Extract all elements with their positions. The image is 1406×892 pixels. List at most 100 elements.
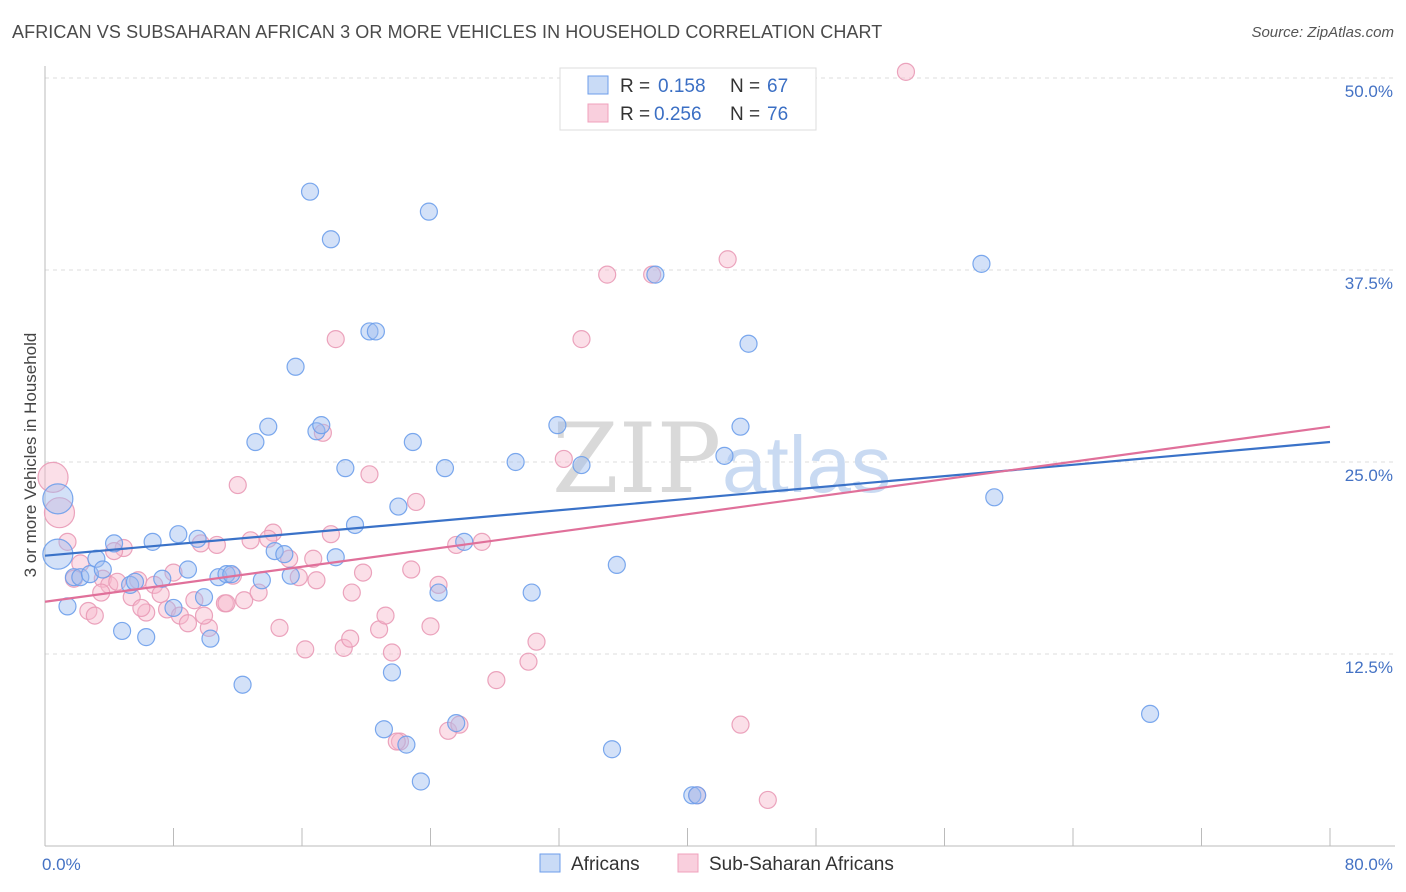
data-point (307, 422, 326, 441)
correlation-legend: R = 0.158 N = 67 R = 0.256 N = 76 (559, 67, 817, 131)
data-point (435, 459, 455, 478)
data-point (739, 334, 758, 353)
data-point (731, 417, 750, 436)
y-tick-label: 37.5% (1345, 274, 1393, 293)
legend-r-value: 0.256 (654, 104, 702, 125)
legend-n-value: 67 (767, 76, 788, 97)
data-point (366, 322, 385, 341)
data-point (241, 531, 260, 550)
bottom-legend-swatch-sub-saharan (677, 853, 699, 873)
data-point (421, 617, 440, 636)
legend-n-label: N = (730, 76, 760, 97)
data-point (419, 202, 438, 221)
y-tick-label: 25.0% (1345, 466, 1393, 485)
data-point (321, 525, 341, 544)
data-point (527, 632, 546, 651)
data-point (342, 583, 361, 602)
y-tick-label: 50.0% (1345, 82, 1393, 101)
chart-title: AFRICAN VS SUBSAHARAN AFRICAN 3 OR MORE … (12, 22, 883, 42)
legend-n-value: 76 (767, 104, 788, 125)
data-point (522, 583, 541, 602)
data-point (607, 555, 626, 575)
data-point (178, 614, 198, 633)
data-point (300, 182, 320, 201)
data-point (718, 250, 737, 269)
data-point (137, 628, 156, 647)
data-point (715, 446, 734, 465)
data-point (235, 591, 254, 610)
data-point (382, 643, 402, 662)
axes (44, 66, 1395, 847)
watermark-atlas: atlas (722, 420, 891, 509)
data-point (397, 735, 416, 754)
data-point (252, 571, 271, 590)
data-point (519, 652, 538, 671)
data-point (429, 583, 448, 602)
y-axis-label: 3 or more Vehicles in Household (21, 333, 40, 578)
data-point (447, 714, 466, 733)
data-point (164, 563, 183, 582)
data-point (42, 483, 74, 515)
data-point (188, 529, 207, 548)
data-point (194, 606, 214, 625)
data-point (455, 532, 474, 551)
x-tick-label: 0.0% (42, 855, 81, 874)
data-point (228, 475, 247, 495)
data-point (506, 452, 525, 472)
data-point (281, 566, 300, 585)
legend-r-value: 0.158 (658, 76, 706, 97)
data-point (112, 621, 132, 641)
y-tick-labels: 12.5% 25.0% 37.5% 50.0% (1345, 82, 1393, 677)
data-point (307, 571, 326, 590)
data-point (572, 330, 591, 349)
data-point (85, 606, 104, 625)
trend-line-sub-saharan (44, 425, 1331, 603)
data-point (164, 598, 183, 618)
data-point (602, 740, 622, 759)
data-point (406, 492, 426, 512)
data-point (896, 62, 916, 81)
data-point (104, 534, 124, 553)
grid-lines (45, 77, 1395, 655)
data-point (360, 322, 379, 341)
data-point (345, 515, 365, 535)
data-point (688, 786, 707, 805)
data-point (296, 640, 315, 659)
data-point (554, 449, 573, 469)
data-point (259, 417, 278, 436)
legend-swatch-sub-saharan (587, 103, 609, 123)
data-point (37, 461, 69, 493)
x-tick-label: 80.0% (1345, 855, 1393, 874)
data-point (353, 563, 373, 582)
bottom-legend-africans: Africans (571, 854, 640, 875)
data-point (389, 497, 408, 516)
data-point (217, 594, 236, 613)
data-point (341, 629, 360, 648)
data-point (360, 465, 379, 484)
legend-n-label: N = (730, 104, 760, 125)
bottom-legend-swatch-africans (539, 853, 561, 873)
data-point (93, 560, 112, 579)
data-point (201, 629, 220, 648)
bottom-legend-sub-saharan: Sub-Saharan Africans (709, 854, 894, 875)
data-point (334, 638, 353, 657)
legend-swatch-africans (587, 75, 609, 95)
data-point (548, 416, 567, 435)
data-point (79, 601, 98, 621)
data-point (312, 416, 331, 435)
data-point (43, 497, 76, 529)
data-point (58, 532, 77, 551)
data-point (1140, 704, 1160, 724)
data-point (731, 715, 750, 734)
data-point (313, 423, 332, 442)
data-point (194, 588, 214, 607)
data-point (321, 230, 341, 249)
watermark-zip: ZIP (552, 403, 721, 515)
data-point (376, 606, 395, 625)
data-point (972, 254, 991, 273)
source-label: Source: ZipAtlas.com (1251, 24, 1394, 41)
data-point (151, 584, 170, 604)
data-point (178, 560, 198, 579)
data-point (153, 569, 172, 588)
data-point (646, 265, 665, 284)
